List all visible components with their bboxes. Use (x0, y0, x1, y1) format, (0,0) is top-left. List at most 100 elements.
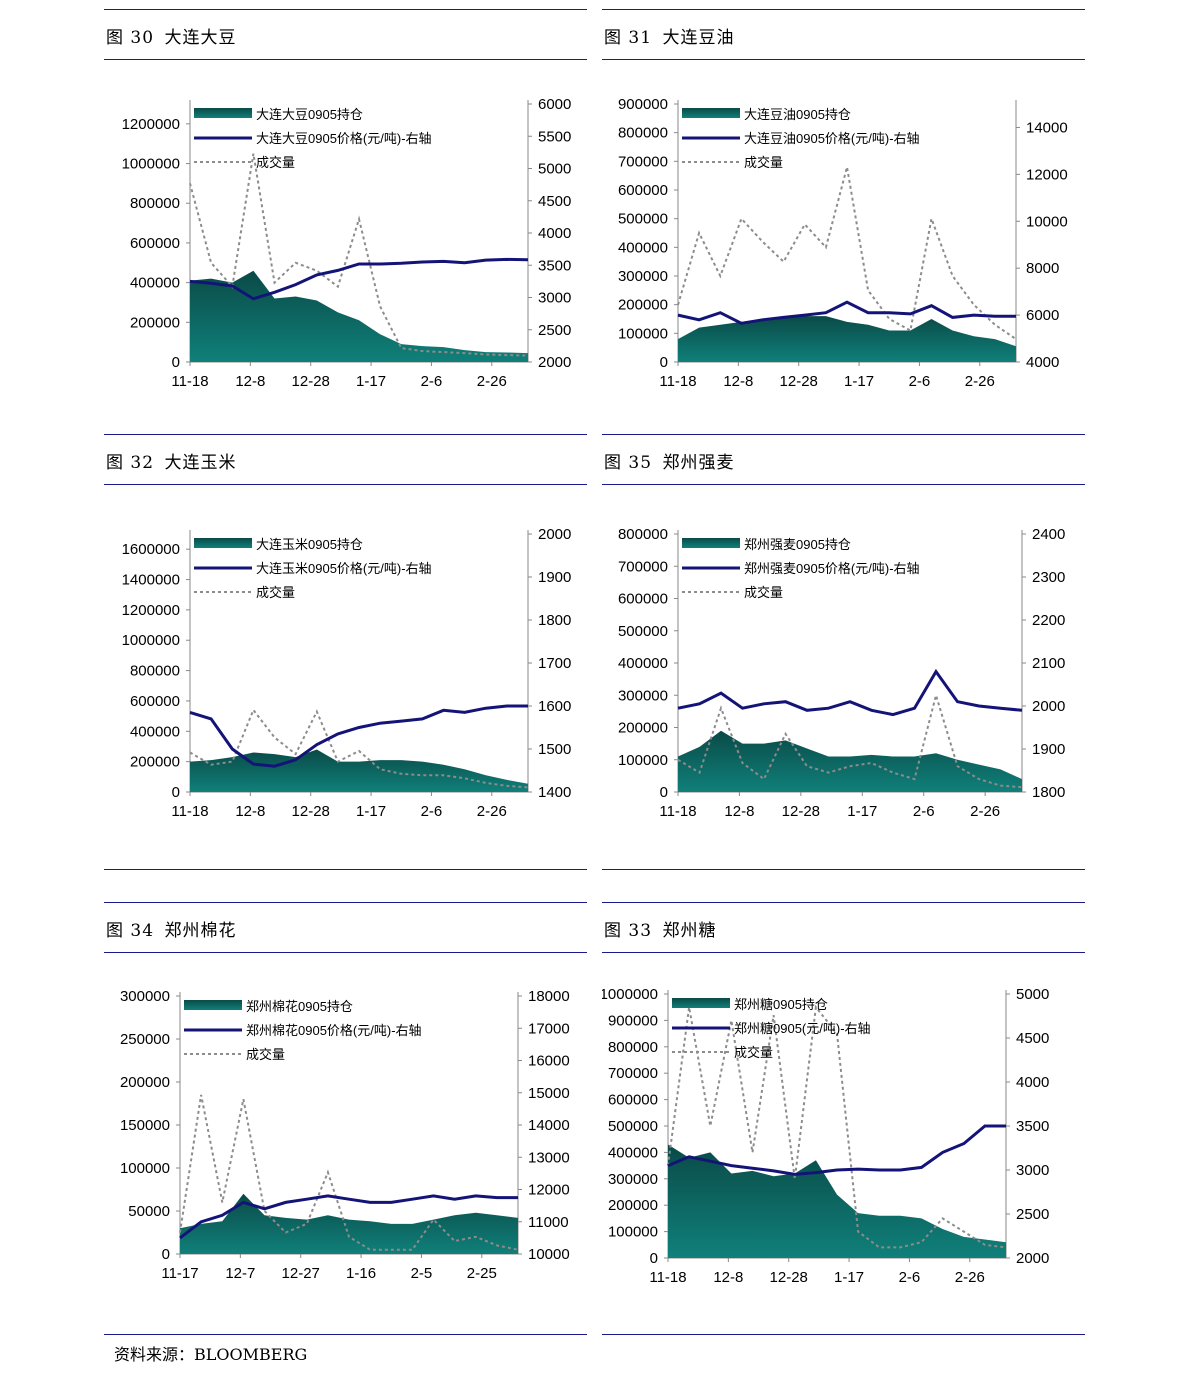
open-interest-area (668, 1144, 1006, 1258)
x-tick-label: 2-6 (899, 1269, 921, 1286)
left-tick-label: 0 (162, 1246, 170, 1263)
legend-label-price: 郑州强麦0905价格(元/吨)-右轴 (744, 561, 920, 576)
right-tick-label: 3000 (538, 290, 571, 307)
figure-title: 图 35 郑州强麦 (604, 448, 734, 473)
left-tick-label: 600000 (608, 1092, 658, 1109)
legend-label-volume: 成交量 (744, 585, 783, 600)
volume-line (677, 691, 1023, 789)
legend-label-open-interest: 郑州糖0905持仓 (734, 997, 828, 1012)
x-tick-label: 1-17 (847, 803, 877, 820)
left-tick-label: 400000 (618, 239, 668, 256)
right-tick-label: 1600 (538, 698, 571, 715)
x-tick-label: 1-17 (834, 1269, 864, 1286)
figure-number: 图 31 (604, 28, 653, 48)
left-tick-label: 200000 (120, 1074, 170, 1091)
price-line (189, 704, 528, 768)
figure-title: 图 30 大连大豆 (106, 23, 236, 48)
left-tick-label: 1200000 (122, 602, 180, 619)
x-tick-label: 11-18 (659, 373, 696, 390)
left-tick-label: 500000 (618, 623, 668, 640)
left-tick-label: 600000 (130, 235, 180, 252)
right-tick-label: 1900 (538, 569, 571, 586)
panel-bottom-rule (602, 1334, 1085, 1335)
left-tick-label: 1200000 (122, 116, 180, 133)
x-tick-label: 2-26 (477, 803, 507, 820)
x-tick-label: 2-26 (955, 1269, 985, 1286)
chart-canvas: 0 200000 400000 600000 800000 1000000 1200000 2… (122, 96, 572, 390)
figure-number: 图 33 (604, 921, 653, 941)
left-tick-label: 300000 (608, 1171, 658, 1188)
figure-name: 大连豆油 (662, 28, 735, 48)
x-tick-label: 1-17 (844, 373, 874, 390)
panel-bottom-rule (104, 1334, 587, 1335)
legend-label-open-interest: 郑州棉花0905持仓 (246, 999, 353, 1014)
panel-top-rule (104, 902, 587, 903)
left-tick-label: 800000 (608, 1039, 658, 1056)
figure-33-panel: 图 33 郑州糖 0 100000 200000 300000 400000 500000… (602, 902, 1085, 1340)
right-tick-label: 8000 (1026, 260, 1059, 277)
legend-label-open-interest: 大连豆油0905持仓 (744, 107, 851, 122)
right-tick-label: 2200 (1032, 612, 1065, 629)
volume-line (189, 708, 529, 789)
chart-canvas: 0 100000 200000 300000 400000 500000 600000 700… (602, 986, 1049, 1286)
figure-name: 大连玉米 (164, 453, 237, 473)
source-note: 资料来源：BLOOMBERG (114, 1345, 308, 1364)
right-tick-label: 1800 (538, 612, 571, 629)
left-tick-label: 600000 (618, 182, 668, 199)
figure-name: 郑州强麦 (662, 453, 735, 473)
right-tick-label: 5000 (1016, 986, 1049, 1003)
legend-swatch-area (682, 538, 740, 548)
right-tick-label: 2500 (1016, 1206, 1049, 1223)
right-tick-label: 3500 (1016, 1118, 1049, 1135)
left-tick-label: 300000 (618, 268, 668, 285)
left-tick-label: 100000 (618, 752, 668, 769)
panel-bottom-rule (602, 869, 1085, 870)
left-tick-label: 50000 (128, 1203, 170, 1220)
right-tick-label: 14000 (1026, 119, 1068, 136)
panel-title-rule (104, 484, 587, 485)
panel-title-rule (104, 59, 587, 60)
left-tick-label: 400000 (130, 275, 180, 292)
x-tick-label: 2-26 (477, 373, 507, 390)
volume-line (677, 166, 1017, 340)
right-tick-label: 16000 (528, 1053, 570, 1070)
right-tick-label: 14000 (528, 1117, 570, 1134)
left-tick-label: 1400000 (122, 572, 180, 589)
panel-top-rule (104, 9, 587, 10)
right-tick-label: 10000 (528, 1246, 570, 1263)
x-tick-label: 11-18 (171, 373, 208, 390)
x-tick-label: 12-8 (235, 373, 265, 390)
right-tick-label: 3500 (538, 257, 571, 274)
figure-name: 郑州糖 (662, 921, 717, 941)
right-tick-label: 5000 (538, 161, 571, 178)
open-interest-area (678, 316, 1016, 362)
legend-label-price: 大连大豆0905价格(元/吨)-右轴 (256, 131, 432, 146)
left-tick-label: 0 (660, 784, 668, 801)
right-tick-label: 2000 (538, 526, 571, 543)
right-tick-label: 11000 (528, 1214, 569, 1231)
left-tick-label: 400000 (618, 655, 668, 672)
chart-canvas: 0 50000 100000 150000 200000 250000 300000 1000… (120, 988, 570, 1282)
left-tick-label: 500000 (608, 1118, 658, 1135)
left-tick-label: 800000 (618, 125, 668, 142)
left-tick-label: 500000 (618, 211, 668, 228)
x-tick-label: 12-28 (782, 803, 820, 820)
left-tick-label: 1600000 (122, 541, 180, 558)
left-tick-label: 600000 (130, 693, 180, 710)
right-tick-label: 1800 (1032, 784, 1065, 801)
x-tick-label: 2-6 (913, 803, 935, 820)
figure-number: 图 30 (106, 28, 155, 48)
right-tick-label: 13000 (528, 1149, 570, 1166)
left-tick-label: 900000 (618, 96, 668, 113)
panel-title-rule (104, 952, 587, 953)
figure-32-panel: 图 32 大连玉米 0 200000 400000 600000 800000 10000… (104, 434, 587, 874)
right-tick-label: 10000 (1026, 213, 1068, 230)
right-tick-label: 6000 (538, 96, 571, 113)
panel-top-rule (602, 434, 1085, 435)
legend-label-volume: 成交量 (744, 155, 783, 170)
right-tick-label: 12000 (1026, 166, 1068, 183)
left-tick-label: 800000 (130, 195, 180, 212)
right-tick-label: 4000 (1016, 1074, 1049, 1091)
right-tick-label: 1900 (1032, 741, 1065, 758)
right-tick-label: 5500 (538, 128, 571, 145)
